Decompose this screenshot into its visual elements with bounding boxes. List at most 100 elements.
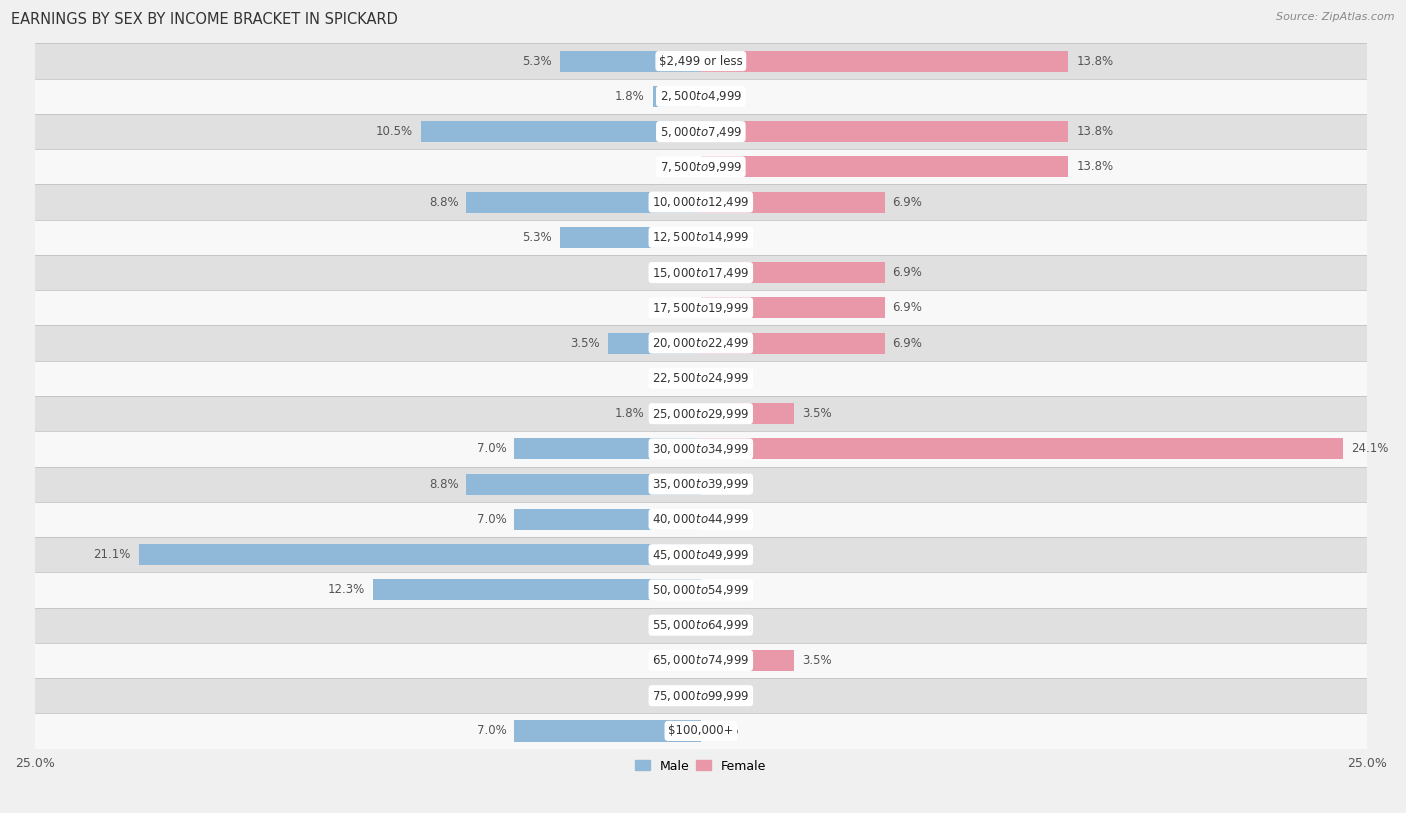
Bar — [467, 192, 700, 213]
Text: 1.8%: 1.8% — [616, 90, 645, 102]
Bar — [560, 227, 700, 248]
Text: 0.0%: 0.0% — [709, 513, 738, 526]
Bar — [700, 650, 794, 671]
Text: $10,000 to $12,499: $10,000 to $12,499 — [652, 195, 749, 209]
Text: 5.3%: 5.3% — [522, 54, 551, 67]
Text: 8.8%: 8.8% — [429, 478, 458, 490]
Bar — [35, 150, 1367, 185]
Text: 0.0%: 0.0% — [664, 160, 693, 173]
Text: $50,000 to $54,999: $50,000 to $54,999 — [652, 583, 749, 597]
Text: 6.9%: 6.9% — [893, 196, 922, 209]
Bar — [35, 572, 1367, 607]
Text: 7.0%: 7.0% — [477, 513, 506, 526]
Text: $25,000 to $29,999: $25,000 to $29,999 — [652, 406, 749, 420]
Text: $100,000+: $100,000+ — [668, 724, 734, 737]
Bar — [35, 537, 1367, 572]
Bar — [515, 438, 700, 459]
Text: 7.0%: 7.0% — [477, 442, 506, 455]
Text: 0.0%: 0.0% — [709, 231, 738, 244]
Bar — [700, 262, 884, 283]
Bar — [35, 643, 1367, 678]
Text: 0.0%: 0.0% — [709, 372, 738, 385]
Bar — [35, 396, 1367, 431]
Bar — [515, 720, 700, 741]
Text: 21.1%: 21.1% — [93, 548, 131, 561]
Bar — [700, 298, 884, 319]
Text: $17,500 to $19,999: $17,500 to $19,999 — [652, 301, 749, 315]
Bar — [35, 361, 1367, 396]
Bar — [467, 473, 700, 495]
Bar — [422, 121, 700, 142]
Text: 0.0%: 0.0% — [709, 584, 738, 597]
Bar — [560, 50, 700, 72]
Text: 3.5%: 3.5% — [801, 407, 832, 420]
Text: 0.0%: 0.0% — [709, 619, 738, 632]
Bar — [35, 185, 1367, 220]
Bar — [35, 713, 1367, 749]
Text: $35,000 to $39,999: $35,000 to $39,999 — [652, 477, 749, 491]
Bar — [700, 192, 884, 213]
Bar — [35, 607, 1367, 643]
Text: $75,000 to $99,999: $75,000 to $99,999 — [652, 689, 749, 702]
Text: 0.0%: 0.0% — [709, 90, 738, 102]
Bar — [35, 431, 1367, 467]
Text: 6.9%: 6.9% — [893, 302, 922, 315]
Bar — [35, 43, 1367, 79]
Text: $22,500 to $24,999: $22,500 to $24,999 — [652, 372, 749, 385]
Text: 0.0%: 0.0% — [664, 372, 693, 385]
Text: 0.0%: 0.0% — [709, 724, 738, 737]
Text: 0.0%: 0.0% — [709, 689, 738, 702]
Text: $20,000 to $22,499: $20,000 to $22,499 — [652, 336, 749, 350]
Text: 24.1%: 24.1% — [1351, 442, 1388, 455]
Bar — [35, 678, 1367, 713]
Text: 0.0%: 0.0% — [664, 619, 693, 632]
Text: $7,500 to $9,999: $7,500 to $9,999 — [659, 160, 742, 174]
Text: $5,000 to $7,499: $5,000 to $7,499 — [659, 124, 742, 138]
Legend: Male, Female: Male, Female — [630, 754, 772, 777]
Bar — [652, 85, 700, 107]
Bar — [607, 333, 700, 354]
Text: $30,000 to $34,999: $30,000 to $34,999 — [652, 442, 749, 456]
Bar — [35, 255, 1367, 290]
Text: $40,000 to $44,999: $40,000 to $44,999 — [652, 512, 749, 526]
Text: $15,000 to $17,499: $15,000 to $17,499 — [652, 266, 749, 280]
Bar — [700, 156, 1069, 177]
Text: 0.0%: 0.0% — [664, 302, 693, 315]
Text: 13.8%: 13.8% — [1077, 125, 1114, 138]
Bar — [35, 502, 1367, 537]
Text: 1.8%: 1.8% — [616, 407, 645, 420]
Text: 3.5%: 3.5% — [801, 654, 832, 667]
Text: 12.3%: 12.3% — [328, 584, 366, 597]
Bar — [700, 121, 1069, 142]
Bar — [139, 544, 700, 565]
Bar — [373, 580, 700, 601]
Text: 6.9%: 6.9% — [893, 266, 922, 279]
Text: 13.8%: 13.8% — [1077, 54, 1114, 67]
Text: 3.5%: 3.5% — [569, 337, 599, 350]
Text: 0.0%: 0.0% — [709, 548, 738, 561]
Text: $55,000 to $64,999: $55,000 to $64,999 — [652, 618, 749, 633]
Text: 5.3%: 5.3% — [522, 231, 551, 244]
Text: 8.8%: 8.8% — [429, 196, 458, 209]
Text: EARNINGS BY SEX BY INCOME BRACKET IN SPICKARD: EARNINGS BY SEX BY INCOME BRACKET IN SPI… — [11, 12, 398, 27]
Text: 10.5%: 10.5% — [375, 125, 413, 138]
Bar — [652, 403, 700, 424]
Bar — [35, 79, 1367, 114]
Bar — [35, 290, 1367, 325]
Bar — [700, 403, 794, 424]
Text: $45,000 to $49,999: $45,000 to $49,999 — [652, 548, 749, 562]
Text: 6.9%: 6.9% — [893, 337, 922, 350]
Text: $2,499 or less: $2,499 or less — [659, 54, 742, 67]
Bar — [35, 325, 1367, 361]
Text: 0.0%: 0.0% — [664, 654, 693, 667]
Bar — [35, 467, 1367, 502]
Text: 7.0%: 7.0% — [477, 724, 506, 737]
Text: $12,500 to $14,999: $12,500 to $14,999 — [652, 230, 749, 245]
Text: $2,500 to $4,999: $2,500 to $4,999 — [659, 89, 742, 103]
Bar — [700, 438, 1343, 459]
Text: 0.0%: 0.0% — [709, 478, 738, 490]
Bar — [700, 333, 884, 354]
Bar — [35, 220, 1367, 255]
Text: 0.0%: 0.0% — [664, 266, 693, 279]
Bar — [700, 50, 1069, 72]
